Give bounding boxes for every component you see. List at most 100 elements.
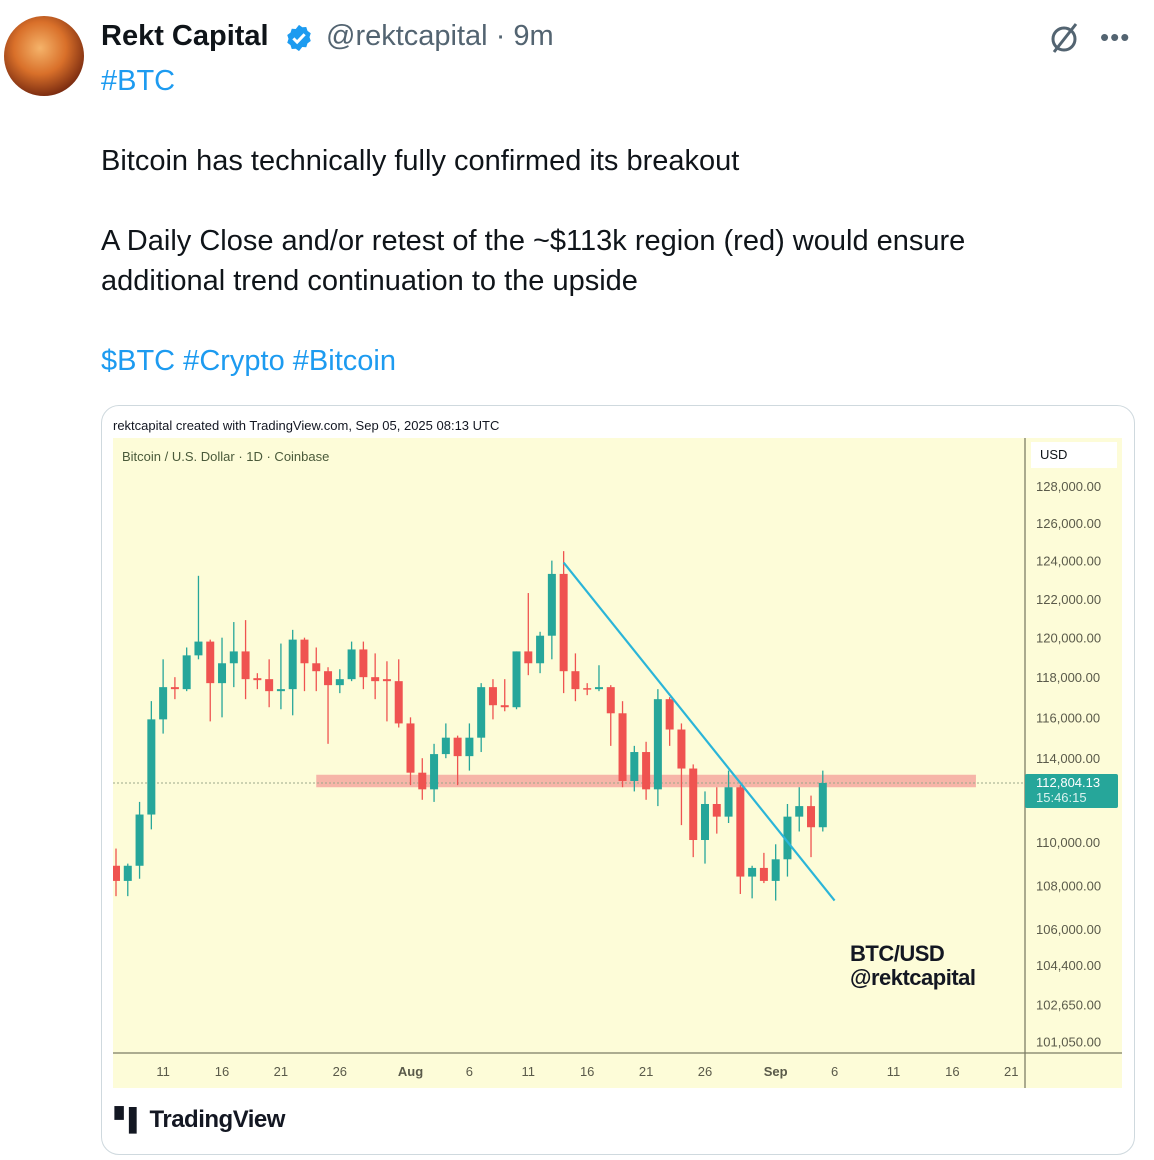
time-tick-label: 11	[156, 1064, 170, 1079]
price-tick-label: 110,000.00	[1036, 835, 1100, 850]
candle-body	[335, 679, 344, 686]
candle-body	[135, 814, 144, 866]
hashtag-btc[interactable]: #BTC	[101, 65, 176, 97]
candle-body	[771, 859, 780, 881]
candle-body	[606, 687, 615, 714]
time-tick-label: 16	[215, 1064, 229, 1079]
candle-body	[583, 688, 592, 690]
candle-body	[359, 649, 368, 678]
candle-body	[701, 803, 709, 841]
candle-body	[477, 687, 486, 738]
avatar[interactable]	[4, 16, 84, 96]
time-tick-label: 26	[333, 1064, 347, 1079]
candle-body	[512, 651, 521, 708]
candle-body	[759, 867, 768, 881]
author-handle-time[interactable]: @rektcapital · 9m	[326, 20, 554, 53]
candle-body	[276, 689, 285, 692]
candle-body	[182, 655, 191, 690]
price-tick-label: 108,000.00	[1036, 878, 1101, 893]
candle-body	[677, 729, 686, 769]
candle-body	[500, 705, 509, 708]
time-tick-label: 6	[466, 1064, 473, 1079]
price-tick-label: 106,000.00	[1036, 922, 1101, 937]
tweet-text-line: A Daily Close and/or retest of the ~$113…	[101, 225, 966, 257]
candle-body	[594, 687, 603, 690]
tweet-hashtags[interactable]: $BTC #Crypto #Bitcoin	[101, 345, 396, 377]
candle-body	[736, 787, 745, 877]
candle-body	[453, 737, 462, 757]
price-tick-label: 128,000.00	[1036, 479, 1101, 494]
time-tick-label: 16	[580, 1064, 594, 1079]
candle-body	[795, 806, 804, 817]
candle-body	[265, 679, 274, 692]
candle-body	[724, 787, 733, 817]
grok-icon[interactable]	[1046, 20, 1082, 56]
candle-body	[123, 865, 132, 881]
candle-body	[300, 639, 309, 664]
candle-body	[536, 635, 545, 664]
candle-body	[241, 651, 250, 680]
price-tick-label: 118,000.00	[1036, 670, 1100, 685]
candle-body	[547, 573, 556, 636]
candle-body	[159, 687, 168, 720]
candle-body	[665, 699, 674, 730]
time-tick-label: 21	[1004, 1064, 1018, 1079]
candle-body	[630, 752, 639, 781]
price-tick-label: 124,000.00	[1036, 554, 1101, 569]
price-tick-label: 114,000.00	[1036, 751, 1100, 766]
price-tick-label: 104,400.00	[1036, 958, 1101, 973]
candle-body	[524, 651, 533, 664]
candle-body	[642, 752, 651, 790]
time-tick-label: 16	[945, 1064, 959, 1079]
time-tick-label: 6	[831, 1064, 838, 1079]
candle-body	[559, 573, 568, 672]
author-name[interactable]: Rekt Capital	[101, 20, 269, 52]
candle-body	[488, 687, 497, 706]
tradingview-logo: ▘▌ TradingView	[115, 1106, 286, 1133]
verified-badge-icon	[287, 24, 311, 52]
tweet-text-line: Bitcoin has technically fully confirmed …	[101, 145, 740, 177]
candle-body	[288, 639, 297, 690]
currency-label: USD	[1031, 442, 1117, 468]
candle-body	[748, 867, 757, 877]
candle-body	[406, 723, 415, 773]
separator: ·	[495, 20, 506, 52]
candle-body	[818, 782, 827, 828]
candle-body	[112, 865, 120, 881]
time-tick-label: Sep	[764, 1064, 788, 1079]
time-tick-label: 11	[522, 1064, 536, 1079]
candle-body	[253, 678, 262, 681]
timestamp[interactable]: 9m	[513, 20, 554, 52]
chart-panel: 128,000.00 126,000.00 124,000.00 122,000.00…	[112, 438, 1122, 1088]
price-tick-label: 126,000.00	[1036, 516, 1101, 531]
time-tick-label: 21	[274, 1064, 288, 1079]
price-tick-label: 116,000.00	[1036, 710, 1100, 725]
candle-body	[618, 713, 627, 781]
price-tick-label: 122,000.00	[1036, 592, 1101, 607]
last-price-badge	[1025, 773, 1118, 808]
time-tick-label: 11	[887, 1064, 901, 1079]
tradingview-logo-text: TradingView	[149, 1106, 286, 1133]
chart-watermark: BTC/USD @rektcapital	[850, 942, 976, 990]
price-tick-label: 101,050.00	[1036, 1035, 1101, 1050]
author-handle[interactable]: @rektcapital	[326, 20, 488, 52]
candle-body	[229, 651, 238, 664]
candle-body	[689, 768, 698, 841]
candle-body	[712, 803, 721, 817]
watermark-line: BTC/USD	[850, 941, 945, 966]
candle-body	[418, 772, 427, 790]
time-tick-label: 26	[698, 1064, 712, 1079]
candle-body	[371, 677, 380, 682]
candle-body	[324, 671, 333, 686]
candle-body	[194, 641, 203, 656]
bar-countdown: 15:46:15	[1036, 790, 1087, 805]
price-tick-label: 120,000.00	[1036, 631, 1101, 646]
candle-body	[394, 681, 403, 724]
candle-body	[441, 737, 450, 755]
candle-body	[807, 806, 816, 828]
candle-body	[218, 663, 227, 684]
more-options-icon[interactable]: •••	[1100, 22, 1131, 52]
watermark-line: @rektcapital	[850, 965, 976, 990]
price-tick-label: 102,650.00	[1036, 998, 1101, 1013]
candle-body	[170, 687, 179, 690]
